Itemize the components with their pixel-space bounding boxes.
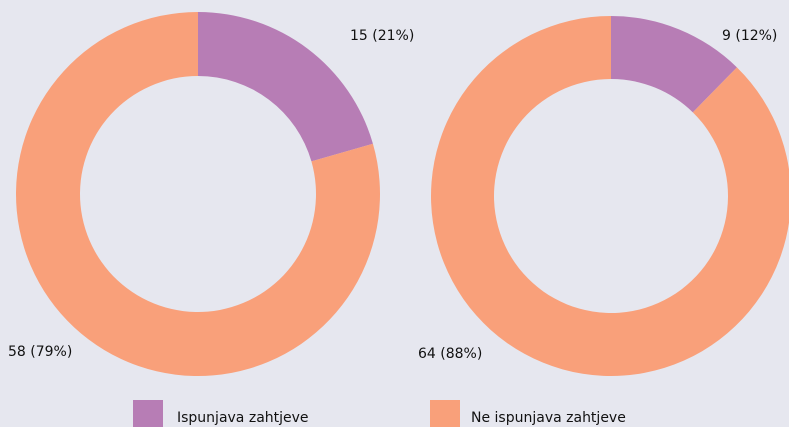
data-label: 58 (79%) [8, 344, 72, 360]
data-label: 9 (12%) [722, 28, 777, 44]
donut-slice [16, 12, 380, 377]
legend-swatch [133, 400, 163, 427]
donut-slice [431, 16, 789, 376]
data-label: 64 (88%) [418, 346, 482, 362]
legend-label: Ne ispunjava zahtjeve [471, 410, 626, 426]
donut-slice [198, 12, 373, 162]
donut-slice [611, 16, 737, 113]
data-label: 15 (21%) [350, 28, 414, 44]
legend-label: Ispunjava zahtjeve [177, 410, 309, 426]
legend-swatch [430, 400, 460, 427]
